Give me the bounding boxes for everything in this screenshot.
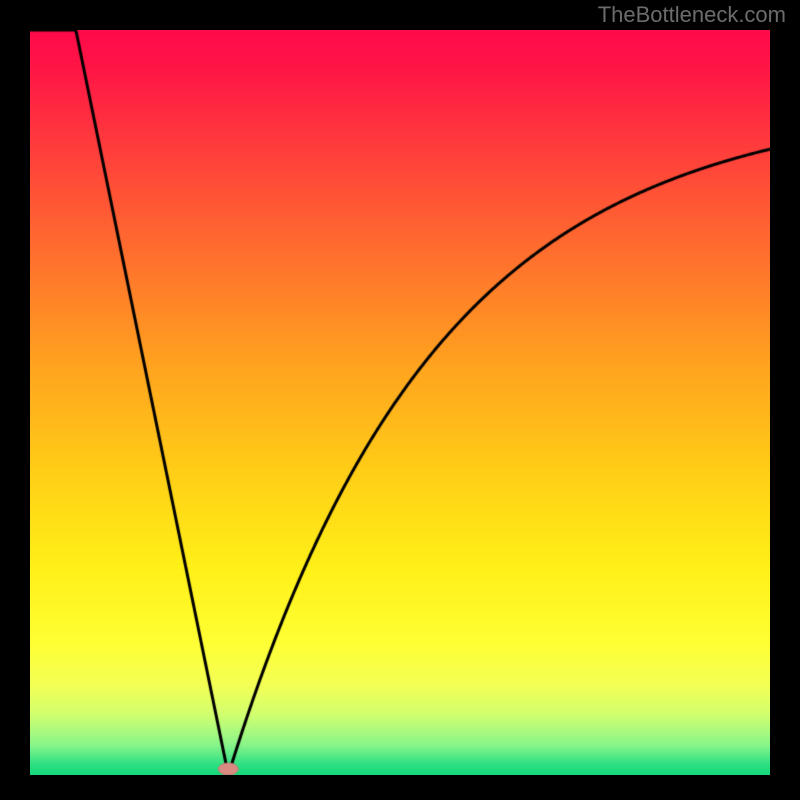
bottleneck-curve	[30, 30, 770, 775]
chart-stage: TheBottleneck.com	[0, 0, 800, 800]
plot-frame	[30, 30, 770, 775]
watermark-text: TheBottleneck.com	[598, 2, 786, 28]
